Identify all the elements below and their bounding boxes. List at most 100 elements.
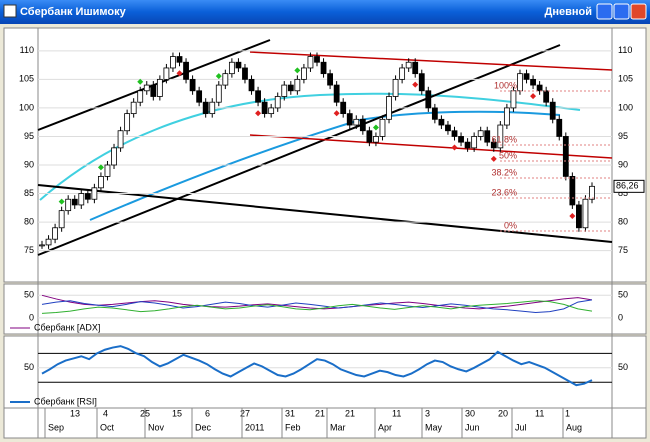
sell-signal <box>530 93 537 100</box>
candle-body <box>235 61 242 69</box>
candle-body <box>386 96 392 120</box>
candle-body <box>111 147 117 166</box>
candle-body <box>523 73 530 80</box>
day-label: 11 <box>392 408 401 418</box>
fib-label: 0% <box>504 220 517 230</box>
month-label: Feb <box>285 422 301 432</box>
candle-body <box>156 78 163 97</box>
candle-body <box>91 187 98 200</box>
day-label: 6 <box>205 408 210 418</box>
day-label: 27 <box>240 408 250 418</box>
candle-body <box>65 198 72 212</box>
sell-signal <box>569 212 576 219</box>
candle-body <box>327 73 333 86</box>
y-tick-label: 105 <box>618 74 633 84</box>
candle-body <box>124 113 131 132</box>
y-tick-label: 90 <box>24 159 34 169</box>
day-label: 21 <box>315 408 325 418</box>
candle-body <box>510 90 517 109</box>
month-label: 2011 <box>245 422 264 432</box>
candle-body <box>196 90 203 103</box>
candle-body <box>569 176 576 206</box>
candle-body <box>130 101 137 115</box>
candle-body <box>242 67 248 80</box>
candle-body <box>353 118 360 126</box>
candle-body <box>294 78 301 92</box>
y-tick-label: 50 <box>24 290 34 300</box>
buy-signal <box>137 78 144 85</box>
candle-body <box>543 90 550 103</box>
y-tick-label: 95 <box>618 131 628 141</box>
candle-body <box>366 130 373 143</box>
candle-body <box>497 124 504 149</box>
candle-body <box>451 130 458 137</box>
adx-line <box>41 299 593 314</box>
month-label: Jul <box>515 422 527 432</box>
y-tick-label: 50 <box>24 362 34 372</box>
candle-body <box>170 56 176 69</box>
candle-body <box>209 101 216 115</box>
day-label: 1 <box>565 408 570 418</box>
maximize-button[interactable] <box>613 3 630 20</box>
buy-signal <box>97 164 104 171</box>
candle-body <box>438 118 445 126</box>
window-title: Сбербанк Ишимоку <box>20 6 127 18</box>
sell-signal <box>451 144 458 151</box>
candle-body <box>517 73 523 92</box>
timeframe: Дневной <box>545 6 593 18</box>
candle-body <box>287 84 294 92</box>
rsi-line <box>41 345 593 387</box>
candle-body <box>392 78 399 97</box>
candle-body <box>314 56 320 63</box>
candle-body <box>320 61 327 75</box>
day-label: 3 <box>425 408 430 418</box>
candle-body <box>150 84 157 97</box>
candle-body <box>589 185 595 200</box>
candle-body <box>176 56 183 63</box>
candle-body <box>340 101 347 115</box>
candle-body <box>373 136 379 143</box>
candle-body <box>104 164 111 177</box>
buy-signal <box>215 73 222 80</box>
fib-label: 61.8% <box>491 134 517 144</box>
candle-body <box>301 67 307 80</box>
fib-label: 38.2% <box>491 167 517 177</box>
sell-signal <box>333 110 340 117</box>
candle-body <box>431 107 438 120</box>
y-tick-label: 85 <box>24 188 34 198</box>
close-button[interactable] <box>630 3 647 20</box>
minimize-button[interactable] <box>596 3 613 20</box>
candle-body <box>163 67 170 80</box>
candle-body <box>549 101 556 120</box>
y-tick-label: 50 <box>618 362 628 372</box>
day-label: 31 <box>285 408 295 418</box>
month-label: Sep <box>48 422 64 432</box>
adx-line <box>41 300 593 314</box>
candle-body <box>445 124 451 132</box>
time-axis-panel <box>3 407 647 439</box>
candle-body <box>58 210 65 229</box>
y-tick-label: 50 <box>618 290 628 300</box>
candle-body <box>228 61 235 75</box>
candle-body <box>536 84 543 92</box>
month-label: Apr <box>378 422 392 432</box>
candle-body <box>477 130 484 137</box>
candle-body <box>346 113 353 126</box>
last-price-box <box>613 179 645 193</box>
month-label: Jun <box>465 422 480 432</box>
candle-body <box>576 204 582 229</box>
sell-signal <box>412 81 419 88</box>
candle-body <box>39 244 45 247</box>
candle-body <box>78 193 85 206</box>
candle-body <box>503 107 510 126</box>
candle-body <box>333 84 340 103</box>
adx-legend: Сбербанк [ADX] <box>34 322 100 332</box>
app-icon <box>3 4 17 18</box>
buy-signal <box>372 124 379 131</box>
day-label: 11 <box>535 408 544 418</box>
candle-body <box>84 193 91 200</box>
month-label: Dec <box>195 422 212 432</box>
fib-label: 100% <box>494 80 517 90</box>
